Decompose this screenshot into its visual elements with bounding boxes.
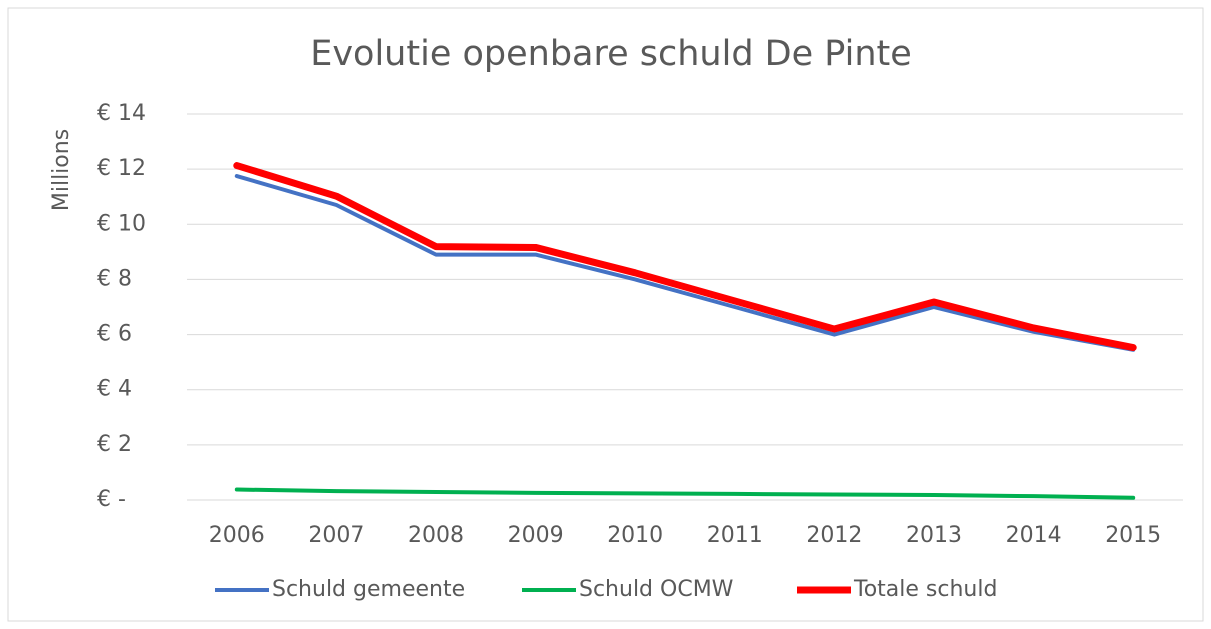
y-tick-label: € 14 <box>97 101 146 126</box>
x-tick-label: 2013 <box>906 523 962 548</box>
x-tick-label: 2007 <box>308 523 364 548</box>
series-line <box>234 174 1136 352</box>
x-tick-label: 2011 <box>707 523 763 548</box>
legend-label: Totale schuld <box>853 577 997 602</box>
y-tick-label: € 12 <box>97 156 146 181</box>
y-tick-label: € 4 <box>97 377 132 402</box>
legend-label: Schuld OCMW <box>579 577 734 602</box>
y-axis-label: Millions <box>49 129 74 211</box>
y-tick-label: € 2 <box>97 432 132 457</box>
legend-label: Schuld gemeente <box>272 577 465 602</box>
x-tick-label: 2015 <box>1105 523 1161 548</box>
y-tick-label: € - <box>97 487 126 512</box>
chart-border <box>7 7 1204 622</box>
chart-title: Evolutie openbare schuld De Pinte <box>310 34 912 74</box>
x-tick-label: 2006 <box>209 523 265 548</box>
x-tick-label: 2012 <box>806 523 862 548</box>
y-tick-label: € 8 <box>97 266 132 291</box>
y-tick-label: € 10 <box>97 211 146 236</box>
y-tick-label: € 6 <box>97 322 132 347</box>
x-tick-label: 2014 <box>1006 523 1062 548</box>
x-tick-label: 2008 <box>408 523 464 548</box>
series-line <box>234 487 1136 500</box>
series-line <box>233 162 1137 352</box>
x-tick-label: 2009 <box>508 523 564 548</box>
x-tick-label: 2010 <box>607 523 663 548</box>
